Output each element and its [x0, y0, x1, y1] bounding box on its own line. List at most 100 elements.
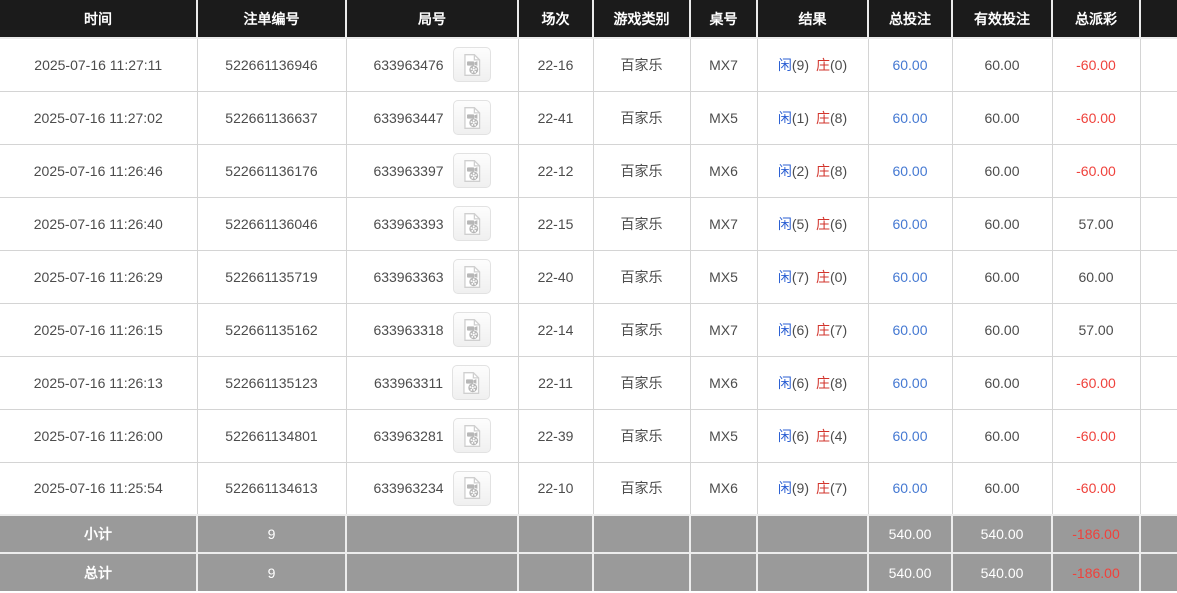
total-bet-cell[interactable]: 60.00: [867, 37, 953, 92]
round-number: 633963393: [373, 215, 444, 232]
table-row: 2025-07-16 11:27:11 522661136946 6339634…: [0, 37, 1177, 92]
session-cell: 22-41: [517, 90, 594, 145]
player-score: 6: [792, 375, 809, 391]
payout-cell: 57.00: [1051, 302, 1141, 357]
empty-cell: [1139, 302, 1177, 357]
empty-cell: [1139, 196, 1177, 251]
video-replay-button[interactable]: [452, 259, 491, 294]
game-type-cell: 百家乐: [592, 408, 691, 463]
payout-cell: -60.00: [1051, 90, 1141, 145]
video-file-icon: [463, 265, 480, 288]
player-result-label: 闲: [777, 56, 792, 73]
video-file-icon: [463, 318, 480, 341]
banker-result-label: 庄: [816, 109, 830, 126]
player-result-label: 闲: [777, 215, 792, 232]
video-replay-button[interactable]: [452, 153, 491, 188]
player-result-label: 闲: [777, 321, 792, 338]
total-bet-cell[interactable]: 60.00: [867, 249, 953, 304]
player-score: 2: [792, 163, 809, 179]
round-cell: 633963234: [345, 461, 519, 516]
table-row: 2025-07-16 11:26:46 522661136176 6339633…: [0, 143, 1177, 198]
subtotal-total-bet: 540.00: [867, 514, 953, 554]
column-header: 局号: [345, 0, 519, 39]
total-bet-cell[interactable]: 60.00: [867, 196, 953, 251]
session-cell: 22-39: [517, 408, 594, 463]
player-score: 1: [792, 110, 809, 126]
round-number: 633963311: [373, 374, 444, 391]
total-total-bet: 540.00: [867, 552, 953, 591]
video-replay-button[interactable]: [452, 365, 491, 400]
total-bet-cell[interactable]: 60.00: [867, 90, 953, 145]
result-cell: 闲6庄4: [756, 408, 869, 463]
empty-cell: [1139, 249, 1177, 304]
video-replay-button[interactable]: [452, 47, 491, 83]
payout-cell: -60.00: [1051, 408, 1141, 463]
banker-result-label: 庄: [816, 321, 830, 338]
time-cell: 2025-07-16 11:26:15: [0, 302, 198, 357]
round-cell: 633963397: [345, 143, 519, 198]
column-header: [1139, 0, 1177, 39]
table-row: 2025-07-16 11:25:54 522661134613 6339632…: [0, 461, 1177, 516]
empty-cell: [1139, 461, 1177, 516]
video-replay-button[interactable]: [452, 418, 491, 453]
column-header: 总派彩: [1051, 0, 1141, 39]
banker-result-label: 庄: [816, 427, 830, 444]
valid-bet-cell: 60.00: [951, 143, 1053, 198]
game-type-cell: 百家乐: [592, 196, 691, 251]
table-number-cell: MX5: [689, 90, 758, 145]
banker-result-label: 庄: [816, 374, 830, 391]
time-cell: 2025-07-16 11:27:02: [0, 90, 198, 145]
result-cell: 闲7庄0: [756, 249, 869, 304]
video-file-icon: [463, 212, 480, 235]
time-cell: 2025-07-16 11:26:13: [0, 355, 198, 410]
valid-bet-cell: 60.00: [951, 355, 1053, 410]
total-bet-cell[interactable]: 60.00: [867, 143, 953, 198]
video-replay-button[interactable]: [452, 100, 491, 135]
game-type-cell: 百家乐: [592, 355, 691, 410]
empty-cell: [1139, 143, 1177, 198]
video-replay-button[interactable]: [452, 312, 491, 347]
table-number-cell: MX6: [689, 143, 758, 198]
table-header-row: 时间 注单编号 局号 场次 游戏类别 桌号 结果 总投注 有效投注 总派彩: [0, 0, 1177, 39]
total-payout: -186.00: [1051, 552, 1141, 591]
bet-id-cell: 522661134613: [196, 461, 347, 516]
bet-id-cell: 522661136637: [196, 90, 347, 145]
column-header: 时间: [0, 0, 198, 39]
player-result-label: 闲: [777, 268, 792, 285]
total-bet-cell[interactable]: 60.00: [867, 461, 953, 516]
session-cell: 22-15: [517, 196, 594, 251]
video-replay-button[interactable]: [452, 470, 491, 506]
bet-id-cell: 522661135123: [196, 355, 347, 410]
time-cell: 2025-07-16 11:25:54: [0, 461, 198, 516]
video-replay-button[interactable]: [452, 206, 491, 241]
player-score: 9: [792, 480, 809, 496]
round-number: 633963397: [373, 162, 444, 179]
table-number-cell: MX5: [689, 408, 758, 463]
time-cell: 2025-07-16 11:26:00: [0, 408, 198, 463]
table-row: 2025-07-16 11:27:02 522661136637 6339634…: [0, 90, 1177, 145]
payout-cell: 60.00: [1051, 249, 1141, 304]
subtotal-row: 小计 9 540.00 540.00 -186.00: [0, 514, 1177, 554]
player-score: 7: [792, 269, 809, 285]
round-cell: 633963311: [345, 355, 519, 410]
game-type-cell: 百家乐: [592, 37, 691, 92]
banker-result-label: 庄: [816, 56, 830, 73]
subtotal-payout: -186.00: [1051, 514, 1141, 554]
round-cell: 633963318: [345, 302, 519, 357]
round-number: 633963234: [373, 480, 444, 497]
banker-score: 4: [830, 428, 847, 444]
total-bet-cell[interactable]: 60.00: [867, 355, 953, 410]
result-cell: 闲9庄7: [756, 461, 869, 516]
total-bet-cell[interactable]: 60.00: [867, 408, 953, 463]
time-cell: 2025-07-16 11:26:40: [0, 196, 198, 251]
player-result-label: 闲: [777, 480, 792, 497]
empty-cell: [1139, 90, 1177, 145]
total-bet-cell[interactable]: 60.00: [867, 302, 953, 357]
round-number: 633963447: [373, 109, 444, 126]
bet-id-cell: 522661136176: [196, 143, 347, 198]
game-type-cell: 百家乐: [592, 461, 691, 516]
total-count: 9: [196, 552, 347, 591]
session-cell: 22-16: [517, 37, 594, 92]
round-cell: 633963393: [345, 196, 519, 251]
